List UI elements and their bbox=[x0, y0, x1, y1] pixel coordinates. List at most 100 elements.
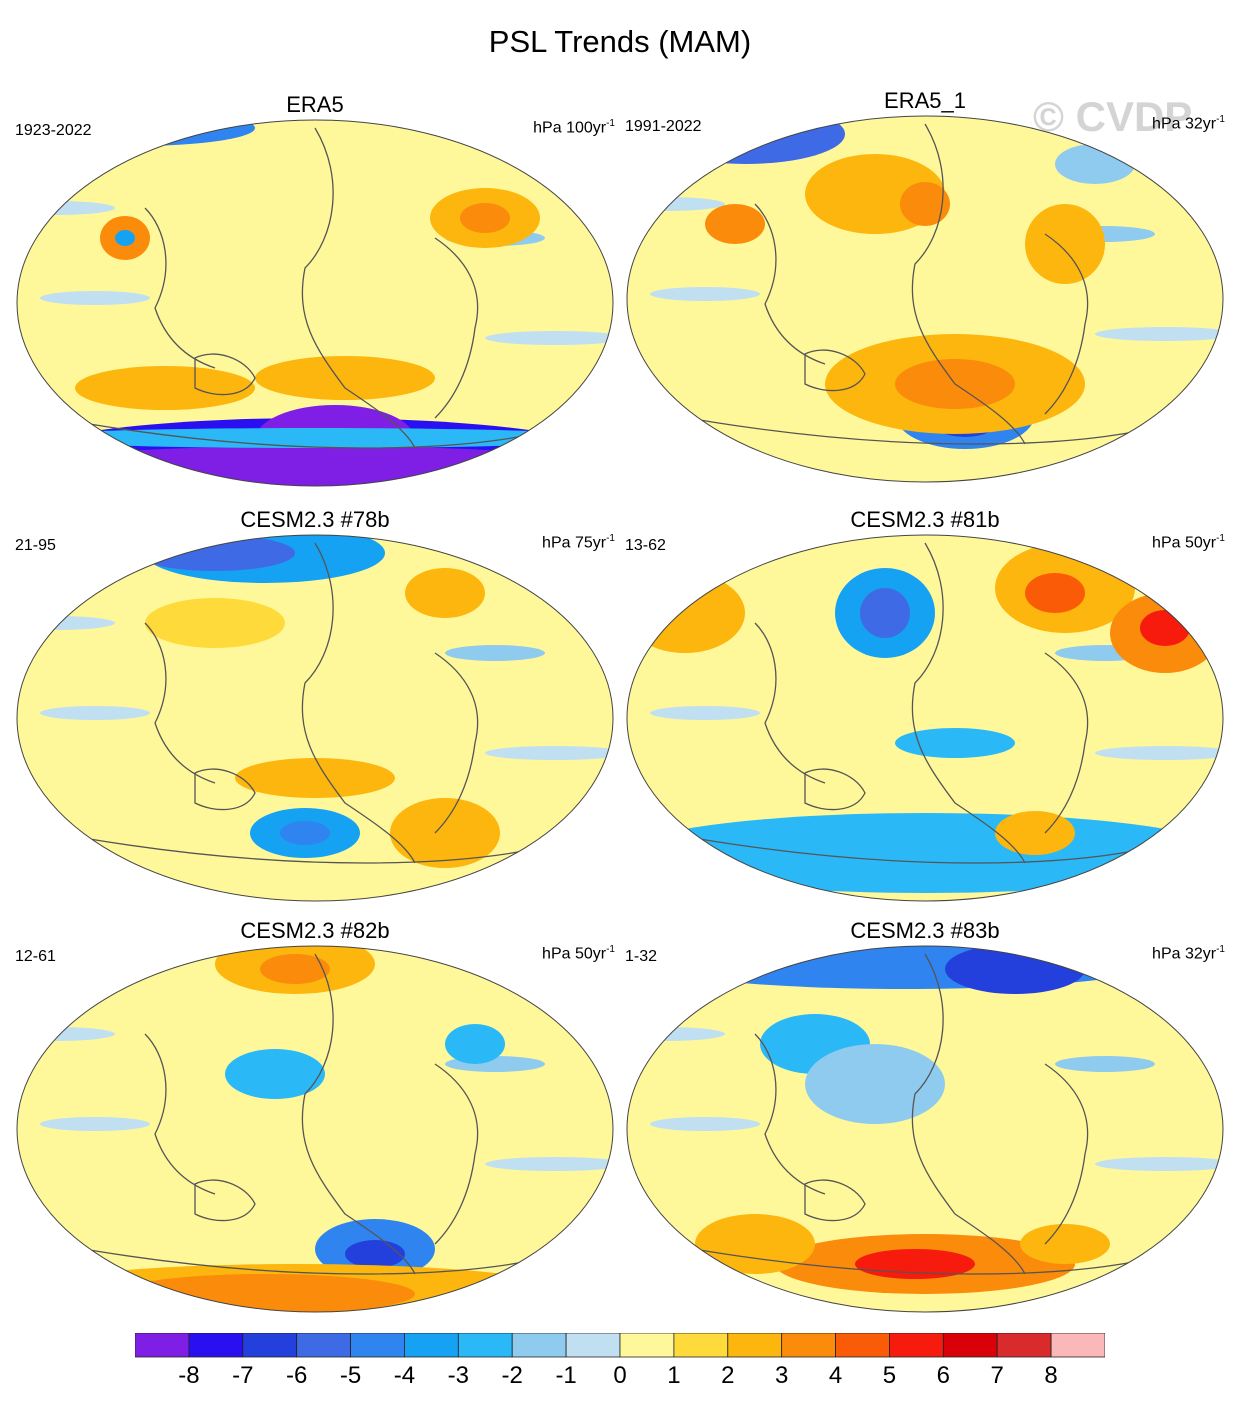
contour-region bbox=[1025, 573, 1085, 613]
colorbar-tick-label: 8 bbox=[1044, 1362, 1058, 1389]
contour-region bbox=[460, 203, 510, 233]
contour-region bbox=[485, 331, 613, 345]
colorbar-swatch bbox=[673, 1333, 729, 1358]
panel-units-exponent: -1 bbox=[606, 533, 615, 544]
colorbar-tick-label: -5 bbox=[339, 1362, 362, 1389]
map-field bbox=[16, 534, 614, 902]
panel-period: 1923-2022 bbox=[15, 122, 92, 139]
panel-title: CESM2.3 #81b bbox=[850, 507, 1000, 532]
contour-region bbox=[485, 1157, 613, 1171]
contour-region bbox=[695, 1214, 815, 1274]
panel-title: CESM2.3 #83b bbox=[850, 918, 1000, 943]
contour-region bbox=[1095, 327, 1223, 341]
map-outline bbox=[626, 115, 1224, 483]
colorbar-tick-label: -2 bbox=[501, 1362, 523, 1389]
map-panel: CESM2.3 #78b 21-95 hPa 75yr-1 bbox=[15, 507, 615, 907]
colorbar-swatch bbox=[1050, 1333, 1105, 1358]
map-field bbox=[626, 534, 1224, 902]
panel-title: ERA5_1 bbox=[884, 88, 966, 113]
contour-region bbox=[805, 1044, 945, 1124]
panel-units-exponent: -1 bbox=[1216, 114, 1225, 125]
map-outline bbox=[626, 945, 1224, 1313]
contour-region bbox=[1095, 746, 1223, 760]
contour-region bbox=[650, 706, 760, 720]
panel-units: hPa 32yr-1 bbox=[1152, 944, 1225, 963]
map-panel: ERA5_1 1991-2022 hPa 32yr-1 bbox=[625, 88, 1225, 488]
map-outline bbox=[16, 119, 614, 487]
contour-region bbox=[1020, 1224, 1110, 1264]
panel-period: 1-32 bbox=[625, 948, 658, 965]
contour-region bbox=[1055, 144, 1135, 184]
coastline bbox=[911, 953, 1026, 1275]
contour-region bbox=[445, 645, 545, 661]
map-panel: ERA5 1923-2022 hPa 100yr-1 bbox=[15, 92, 615, 492]
coastline bbox=[194, 1179, 256, 1222]
contour-region bbox=[1025, 204, 1105, 284]
contour-region bbox=[705, 204, 765, 244]
panel-units-text: hPa 50yr bbox=[542, 945, 607, 963]
panel-units-exponent: -1 bbox=[606, 118, 615, 129]
contour-region bbox=[445, 1024, 505, 1064]
panel-units-text: hPa 32yr bbox=[1152, 945, 1217, 963]
colorbar-swatch bbox=[835, 1333, 890, 1358]
panel-units-text: hPa 50yr bbox=[1152, 534, 1217, 552]
coastline bbox=[1044, 652, 1089, 834]
colorbar-swatch bbox=[188, 1333, 244, 1358]
contour-region bbox=[17, 428, 613, 448]
colorbar-swatch bbox=[781, 1333, 836, 1358]
colorbar-tick-label: 5 bbox=[882, 1362, 897, 1389]
contour-region bbox=[1095, 1157, 1223, 1171]
panel-title: ERA5 bbox=[286, 92, 344, 117]
coastline bbox=[754, 203, 826, 365]
colorbar-swatch bbox=[889, 1333, 944, 1358]
colorbar-tick-label: 4 bbox=[828, 1362, 843, 1389]
panel-units: hPa 50yr-1 bbox=[542, 944, 615, 963]
contour-region bbox=[40, 706, 150, 720]
colorbar-tick-label: -7 bbox=[232, 1362, 254, 1389]
panel-units-exponent: -1 bbox=[1216, 944, 1225, 955]
contour-region bbox=[115, 1274, 415, 1312]
panel-period: 12-61 bbox=[15, 948, 56, 965]
map-panel: CESM2.3 #82b 12-61 hPa 50yr-1 bbox=[15, 918, 615, 1318]
coastline bbox=[1044, 1063, 1089, 1245]
map-outline bbox=[16, 534, 614, 902]
colorbar-swatch bbox=[296, 1333, 351, 1358]
panel-title: CESM2.3 #78b bbox=[240, 507, 390, 532]
contour-region bbox=[260, 954, 330, 984]
contour-region bbox=[280, 821, 330, 845]
map-outline bbox=[16, 945, 614, 1313]
panel-period: 13-62 bbox=[625, 537, 666, 554]
map-field bbox=[626, 945, 1224, 1313]
map-panel: CESM2.3 #83b 1-32 hPa 32yr-1 bbox=[625, 918, 1225, 1318]
panel-title: CESM2.3 #82b bbox=[240, 918, 390, 943]
panel-units: hPa 75yr-1 bbox=[542, 533, 615, 552]
colorbar-tick-label: 3 bbox=[774, 1362, 789, 1389]
colorbar-swatch bbox=[942, 1333, 998, 1358]
coastline bbox=[1044, 233, 1089, 415]
colorbar-swatch bbox=[511, 1333, 567, 1358]
contour-region bbox=[860, 588, 910, 638]
contour-region bbox=[650, 1117, 760, 1131]
colorbar-swatch bbox=[242, 1333, 298, 1358]
contour-region bbox=[995, 811, 1075, 855]
colorbar-swatch bbox=[727, 1333, 783, 1358]
panel-units-text: hPa 100yr bbox=[533, 119, 607, 137]
contour-region bbox=[40, 1117, 150, 1131]
panel-units: hPa 100yr-1 bbox=[533, 118, 615, 137]
contour-region bbox=[650, 287, 760, 301]
colorbar-tick-label: -1 bbox=[555, 1362, 577, 1389]
coastline bbox=[911, 542, 1026, 864]
colorbar-swatch bbox=[135, 1333, 190, 1358]
coastline bbox=[754, 622, 826, 784]
colorbar-tick-label: -6 bbox=[285, 1362, 308, 1389]
colorbar-tick-label: -4 bbox=[393, 1362, 416, 1389]
contour-region bbox=[135, 535, 295, 571]
coastline bbox=[804, 1179, 866, 1222]
coastline bbox=[434, 652, 479, 834]
contour-region bbox=[405, 568, 485, 618]
coastline bbox=[301, 953, 416, 1275]
contour-region bbox=[1055, 1056, 1155, 1072]
contour-region bbox=[1140, 610, 1190, 646]
colorbar-tick-label: 2 bbox=[721, 1362, 735, 1389]
panel-units: hPa 32yr-1 bbox=[1152, 114, 1225, 133]
